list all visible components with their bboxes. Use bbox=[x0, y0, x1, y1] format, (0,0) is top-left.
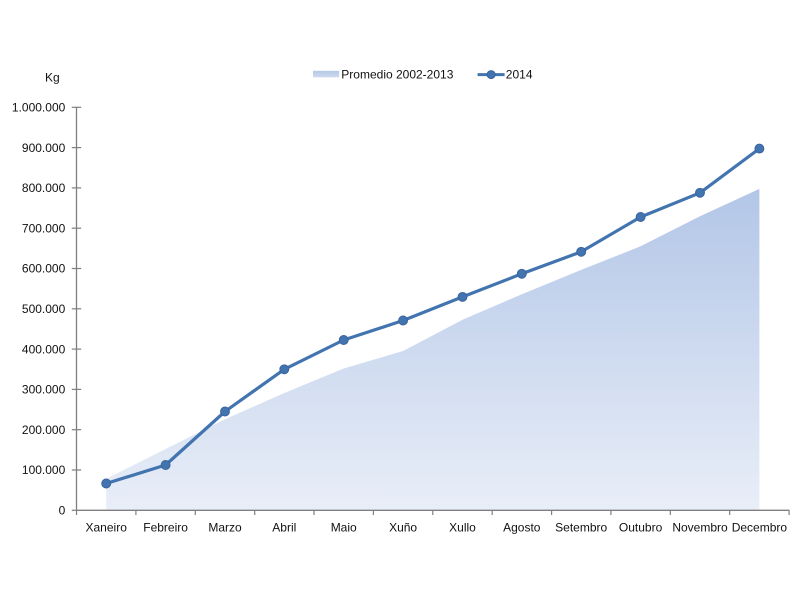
svg-text:Outubro: Outubro bbox=[619, 521, 663, 535]
svg-text:Maio: Maio bbox=[331, 521, 357, 535]
svg-text:200.000: 200.000 bbox=[22, 423, 66, 437]
svg-text:1.000.000: 1.000.000 bbox=[12, 101, 66, 115]
svg-text:2014: 2014 bbox=[506, 68, 533, 82]
svg-text:Novembro: Novembro bbox=[672, 521, 728, 535]
svg-text:Promedio 2002-2013: Promedio 2002-2013 bbox=[341, 68, 453, 82]
svg-text:700.000: 700.000 bbox=[22, 221, 66, 235]
svg-text:0: 0 bbox=[59, 504, 66, 518]
svg-text:Xullo: Xullo bbox=[449, 521, 476, 535]
svg-text:Xuño: Xuño bbox=[389, 521, 417, 535]
svg-text:800.000: 800.000 bbox=[22, 181, 66, 195]
svg-text:Abril: Abril bbox=[272, 521, 296, 535]
svg-text:Marzo: Marzo bbox=[208, 521, 242, 535]
svg-text:500.000: 500.000 bbox=[22, 302, 66, 316]
svg-text:Febreiro: Febreiro bbox=[143, 521, 188, 535]
svg-text:Agosto: Agosto bbox=[503, 521, 541, 535]
svg-text:Xaneiro: Xaneiro bbox=[86, 521, 128, 535]
svg-text:600.000: 600.000 bbox=[22, 262, 66, 276]
svg-text:300.000: 300.000 bbox=[22, 383, 66, 397]
svg-text:Decembro: Decembro bbox=[732, 521, 788, 535]
svg-text:Setembro: Setembro bbox=[555, 521, 607, 535]
svg-text:900.000: 900.000 bbox=[22, 141, 66, 155]
svg-text:Kg: Kg bbox=[45, 70, 60, 84]
svg-text:100.000: 100.000 bbox=[22, 463, 66, 477]
svg-text:400.000: 400.000 bbox=[22, 342, 66, 356]
